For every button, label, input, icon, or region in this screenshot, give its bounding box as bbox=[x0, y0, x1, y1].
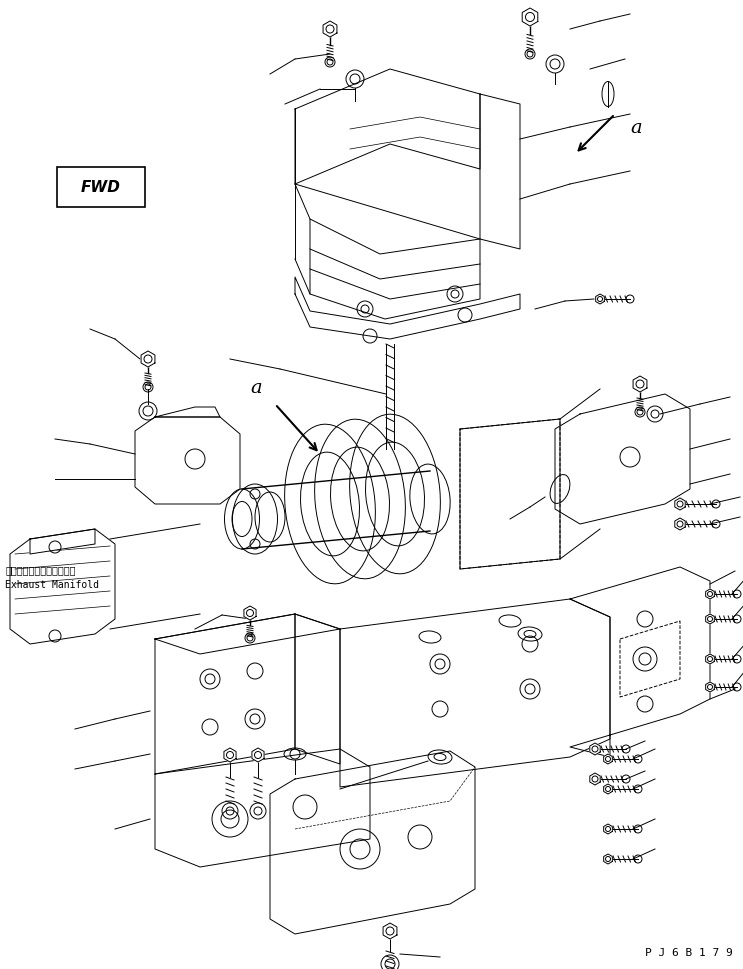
Text: a: a bbox=[250, 379, 262, 396]
Polygon shape bbox=[135, 418, 240, 505]
Polygon shape bbox=[675, 518, 685, 530]
Polygon shape bbox=[480, 95, 520, 250]
Polygon shape bbox=[141, 352, 155, 367]
Polygon shape bbox=[590, 773, 600, 785]
Polygon shape bbox=[603, 854, 612, 864]
Polygon shape bbox=[295, 70, 480, 185]
Polygon shape bbox=[706, 682, 714, 692]
Polygon shape bbox=[295, 185, 480, 320]
Polygon shape bbox=[295, 278, 520, 340]
Polygon shape bbox=[603, 754, 612, 765]
Polygon shape bbox=[620, 621, 680, 698]
Text: P J 6 B 1 7 9: P J 6 B 1 7 9 bbox=[645, 947, 733, 957]
Polygon shape bbox=[555, 394, 690, 524]
Polygon shape bbox=[633, 377, 647, 392]
Polygon shape bbox=[675, 498, 685, 511]
Text: FWD: FWD bbox=[81, 180, 121, 196]
Text: Exhaust Manifold: Exhaust Manifold bbox=[5, 579, 99, 589]
Polygon shape bbox=[155, 749, 370, 867]
Polygon shape bbox=[10, 529, 115, 644]
Polygon shape bbox=[252, 748, 264, 763]
Polygon shape bbox=[270, 751, 475, 934]
Polygon shape bbox=[596, 295, 604, 304]
Polygon shape bbox=[603, 784, 612, 795]
Polygon shape bbox=[522, 9, 538, 27]
Polygon shape bbox=[224, 748, 236, 763]
Polygon shape bbox=[155, 408, 220, 418]
Polygon shape bbox=[706, 654, 714, 665]
Polygon shape bbox=[244, 607, 256, 620]
Polygon shape bbox=[706, 589, 714, 600]
Polygon shape bbox=[603, 825, 612, 834]
Polygon shape bbox=[155, 614, 340, 654]
Polygon shape bbox=[383, 923, 397, 939]
Polygon shape bbox=[340, 600, 610, 787]
Polygon shape bbox=[295, 614, 340, 765]
Text: エキゾーストマニホールド: エキゾーストマニホールド bbox=[5, 564, 76, 575]
Polygon shape bbox=[706, 614, 714, 624]
Polygon shape bbox=[30, 529, 95, 554]
Text: a: a bbox=[630, 119, 642, 137]
Bar bbox=[57, 168, 145, 207]
Polygon shape bbox=[155, 614, 295, 774]
Polygon shape bbox=[590, 743, 600, 755]
Polygon shape bbox=[570, 568, 710, 757]
Polygon shape bbox=[460, 420, 560, 570]
Polygon shape bbox=[323, 22, 337, 38]
